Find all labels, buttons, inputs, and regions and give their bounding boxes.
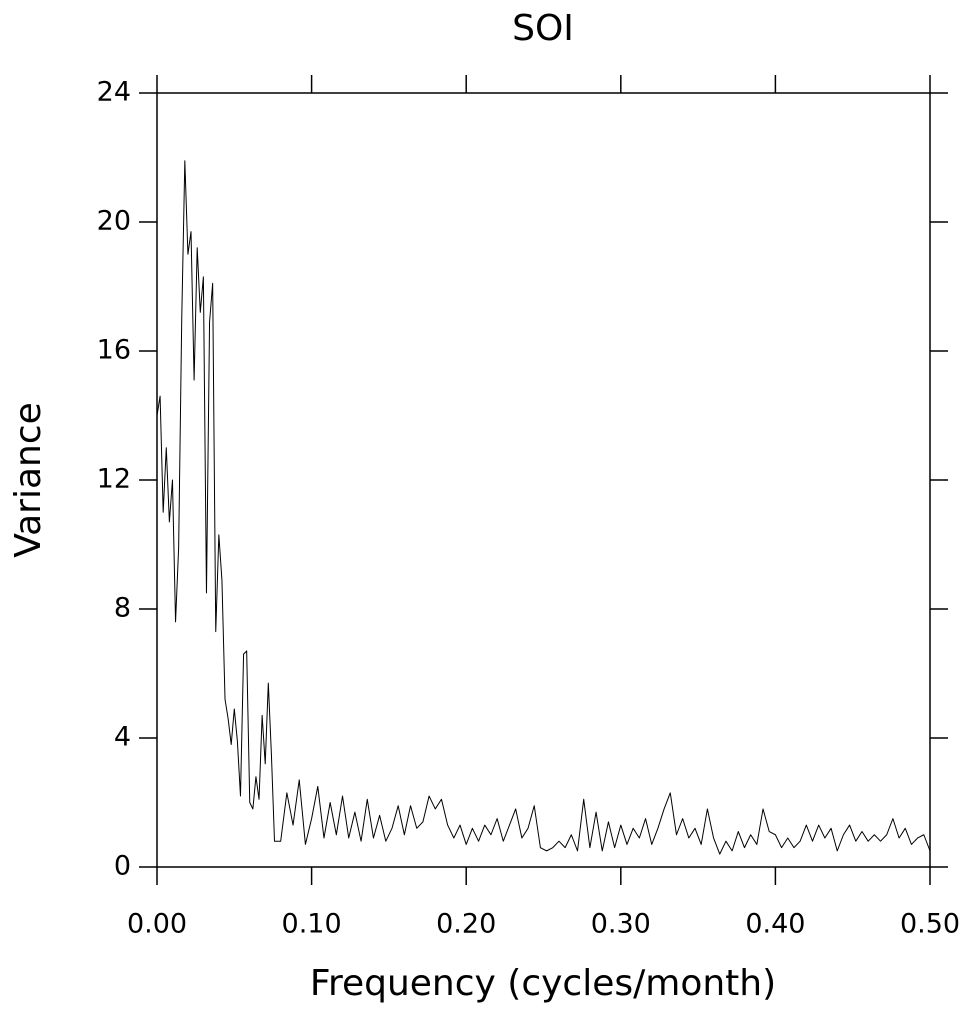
y-tick-label: 0: [114, 851, 131, 882]
plot-frame: [156, 92, 931, 868]
y-tick-label: 12: [97, 464, 131, 495]
y-tick-label: 24: [97, 77, 131, 108]
x-tick-label: 0.40: [745, 909, 805, 940]
y-tick-label: 4: [114, 722, 131, 753]
x-tick-label: 0.50: [900, 909, 960, 940]
x-tick-label: 0.00: [127, 909, 187, 940]
y-tick-label: 16: [97, 335, 131, 366]
y-tick-label: 8: [114, 593, 131, 624]
x-tick-label: 0.20: [436, 909, 496, 940]
x-tick-label: 0.10: [282, 909, 342, 940]
x-tick-label: 0.30: [591, 909, 651, 940]
spectrum-line: [156, 160, 931, 855]
chart-title: SOI: [512, 8, 574, 49]
y-tick-label: 20: [97, 206, 131, 237]
y-axis-label: Variance: [8, 402, 49, 558]
x-axis-label: Frequency (cycles/month): [310, 963, 776, 1004]
